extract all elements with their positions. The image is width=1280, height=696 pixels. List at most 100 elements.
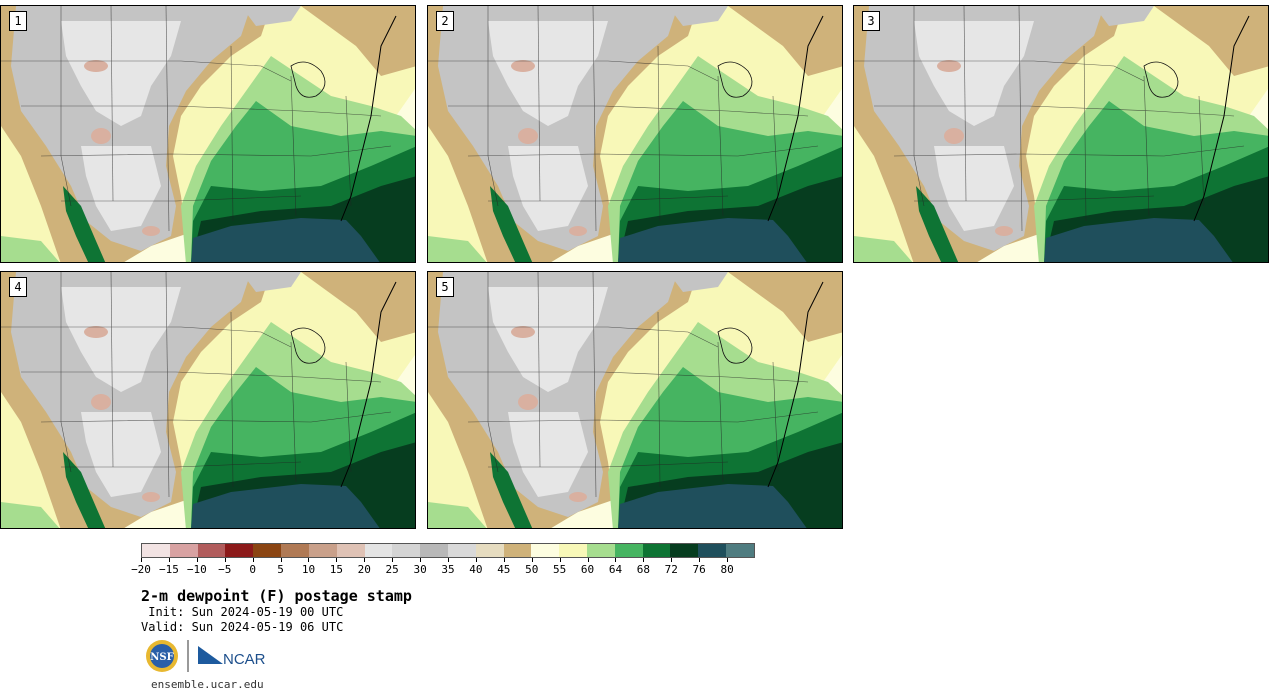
boundary-line <box>467 145 819 157</box>
boundary-line <box>488 195 729 202</box>
baja-humid-strip <box>490 186 533 262</box>
colorbar-swatch <box>614 544 643 557</box>
baja-humid-strip <box>490 452 533 528</box>
boundary-line <box>914 195 1155 202</box>
boundary-line <box>345 95 352 207</box>
colorbar-tick-label: 72 <box>664 563 678 576</box>
canada-gray-region <box>1094 6 1154 26</box>
colorbar-tick-label: 76 <box>692 563 706 576</box>
boundary-line <box>657 45 661 222</box>
dry-light-region-south <box>81 412 161 497</box>
very-dry-spot <box>518 394 538 410</box>
colorbar-swatch <box>308 544 337 557</box>
colorbar-tick <box>671 558 673 562</box>
very-dry-spot <box>944 128 964 144</box>
valid-time: Valid: Sun 2024-05-19 06 UTC <box>141 620 344 634</box>
dry-light-region-south <box>508 146 588 231</box>
boundary-line <box>345 361 352 473</box>
colorbar-tick-label: 60 <box>580 563 595 576</box>
boundary-line <box>537 272 541 468</box>
boundary-line <box>467 411 819 423</box>
boundary-line <box>1143 75 1150 217</box>
boundary-line <box>40 411 392 423</box>
colorbar-swatch <box>587 544 615 557</box>
dry-gray-region <box>438 272 678 517</box>
very-dry-spot <box>91 128 111 144</box>
boundary-line <box>537 6 541 202</box>
boundary-line <box>657 311 661 488</box>
canada-tan-region <box>301 272 415 342</box>
postage-stamp-panel-5: 5 <box>427 271 843 529</box>
colorbar-tick <box>168 558 170 562</box>
colorbar-tick <box>727 558 729 562</box>
colorbar-tick-label: 68 <box>636 563 650 576</box>
colorbar-tick <box>224 558 226 562</box>
canada-tan-region <box>1154 6 1268 76</box>
pacific-moist-patch <box>1 502 60 528</box>
ncar-logo: NCAR <box>198 646 266 668</box>
dry-gray-region <box>438 6 678 251</box>
colorbar-swatch <box>169 544 198 557</box>
great-lakes-outline <box>290 327 326 364</box>
colorbar-swatch <box>142 544 170 557</box>
canada-tan-region <box>728 272 842 342</box>
boundary-line <box>772 95 779 207</box>
canada-gray-region <box>241 272 301 292</box>
baja-humid-strip <box>916 186 959 262</box>
very-dry-spot <box>937 60 961 72</box>
dry-light-region-south <box>81 146 161 231</box>
boundary-line <box>772 361 779 473</box>
very-dry-spot <box>995 226 1013 236</box>
boundary-line <box>874 105 1235 117</box>
state-boundaries <box>1 6 392 232</box>
dewpoint-map <box>428 272 842 528</box>
dry-light-region-north <box>61 21 181 126</box>
colorbar-tick <box>420 558 422 562</box>
colorbar-swatch <box>197 544 226 557</box>
postage-stamp-panel-1: 1 <box>0 5 416 263</box>
great-lakes-outline <box>290 61 326 98</box>
gulf-of-mexico <box>191 218 380 262</box>
colorbar-tick-label: 25 <box>385 563 399 576</box>
baja-humid-strip <box>63 186 106 262</box>
very-dry-spot <box>511 326 535 338</box>
dry-light-region-south <box>934 146 1014 231</box>
colorbar-tick-label: −20 <box>131 563 151 576</box>
colorbar-swatch <box>531 544 560 557</box>
baja-humid-strip <box>63 452 106 528</box>
state-boundaries <box>428 272 819 498</box>
colorbar-tick <box>280 558 282 562</box>
very-dry-spot <box>84 326 108 338</box>
gulf-of-mexico <box>191 484 380 528</box>
dry-light-region-north <box>488 287 608 392</box>
very-dry-spot <box>569 492 587 502</box>
logos: NSF NCAR <box>146 640 266 672</box>
nsf-text: NSF <box>150 652 173 663</box>
postage-stamp-panel-2: 2 <box>427 5 843 263</box>
colorbar-ticks: −20 −15 −10 −5 0 5 10 15 20 25 30 35 40 45 50 55 60 64 68 7… <box>131 558 755 578</box>
colorbar-tick <box>559 558 561 562</box>
boundary-line <box>487 6 499 207</box>
canada-tan-region <box>301 6 415 76</box>
colorbar-tick-label: 10 <box>301 563 316 576</box>
colorbar-swatch <box>559 544 587 557</box>
colorbar-tick <box>392 558 394 562</box>
boundary-line <box>61 461 302 468</box>
dry-light-region-north <box>914 21 1034 126</box>
colorbar <box>141 543 755 558</box>
colorbar-tick <box>475 558 477 562</box>
state-boundaries <box>854 6 1245 232</box>
colorbar-tick-label: 55 <box>553 563 567 576</box>
east-coastline <box>767 15 824 222</box>
boundary-line <box>488 461 729 468</box>
colorbar-tick-label: 20 <box>357 563 371 576</box>
boundary-line <box>290 341 297 483</box>
nsf-logo: NSF <box>146 640 178 672</box>
very-dry-spot <box>142 492 160 502</box>
colorbar-swatch <box>698 544 727 557</box>
great-lakes-outline <box>717 327 753 364</box>
panel-label: 1 <box>9 11 27 31</box>
east-coastline <box>767 281 824 488</box>
colorbar-swatch <box>364 544 393 557</box>
boundary-line <box>717 341 724 483</box>
